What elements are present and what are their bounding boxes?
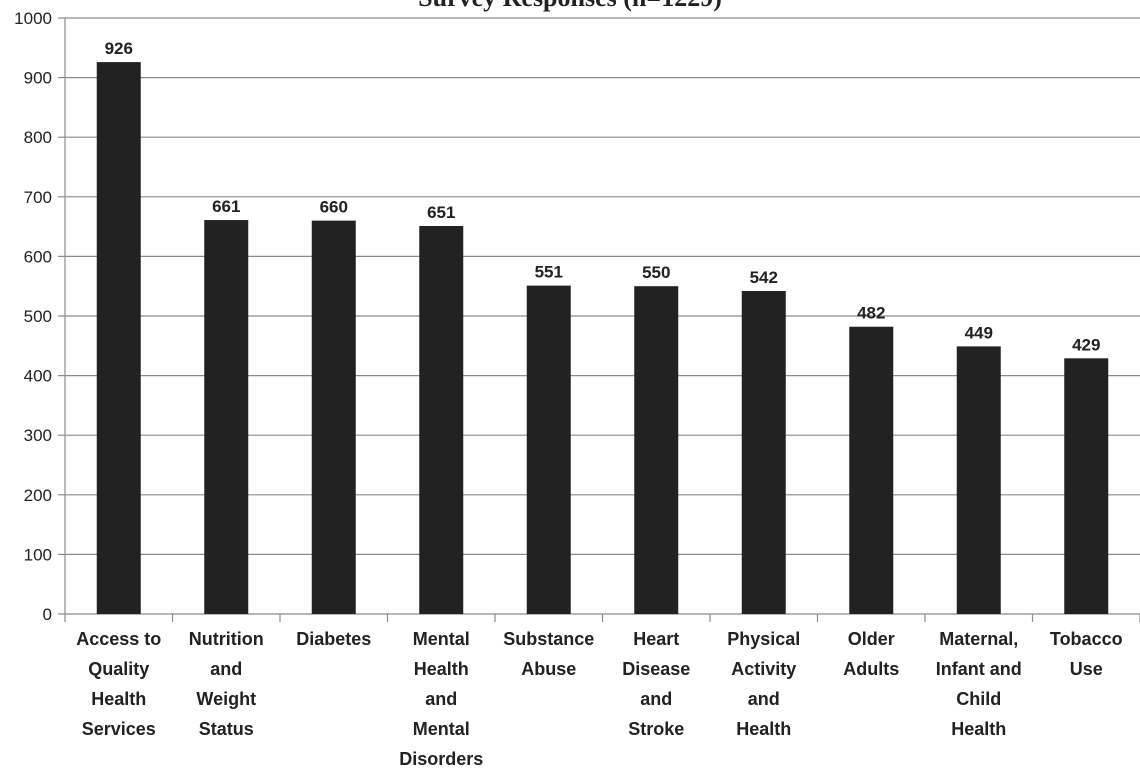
bar	[849, 327, 893, 614]
x-tick-label: Health	[414, 659, 469, 679]
data-label: 651	[427, 203, 455, 222]
y-tick-label: 1000	[14, 9, 52, 28]
bar	[97, 62, 141, 614]
y-tick-label: 0	[43, 605, 52, 624]
x-tick-label: Quality	[88, 659, 149, 679]
x-tick-label: Physical	[727, 629, 800, 649]
data-label: 926	[105, 39, 133, 58]
y-tick-label: 500	[24, 307, 52, 326]
x-tick-label: Abuse	[521, 659, 576, 679]
x-tick-label: Heart	[633, 629, 679, 649]
data-label: 550	[642, 263, 670, 282]
x-tick-label: Substance	[503, 629, 594, 649]
bar	[312, 221, 356, 614]
x-tick-label: Services	[82, 719, 156, 739]
y-tick-label: 200	[24, 486, 52, 505]
x-tick-label: Activity	[731, 659, 796, 679]
bar	[419, 226, 463, 614]
y-tick-label: 800	[24, 128, 52, 147]
x-tick-label: Access to	[76, 629, 161, 649]
bar	[957, 346, 1001, 614]
data-label: 660	[320, 198, 348, 217]
x-tick-label: and	[425, 689, 457, 709]
bar	[742, 291, 786, 614]
data-label: 449	[965, 323, 993, 342]
x-tick-label: Stroke	[628, 719, 684, 739]
bar	[1064, 358, 1108, 614]
y-tick-label: 900	[24, 69, 52, 88]
x-tick-label: Disease	[622, 659, 690, 679]
x-tick-label: Health	[91, 689, 146, 709]
bar	[204, 220, 248, 614]
bar	[527, 286, 571, 614]
x-tick-label: Mental	[413, 719, 470, 739]
x-tick-label: Status	[199, 719, 254, 739]
y-tick-label: 600	[24, 247, 52, 266]
x-tick-label: Use	[1070, 659, 1103, 679]
data-label: 429	[1072, 335, 1100, 354]
x-tick-label: Weight	[196, 689, 256, 709]
x-tick-label: Maternal,	[939, 629, 1018, 649]
data-label: 551	[535, 263, 563, 282]
y-tick-label: 100	[24, 545, 52, 564]
data-label: 542	[750, 268, 778, 287]
x-tick-label: Tobacco	[1050, 629, 1123, 649]
data-label: 661	[212, 197, 240, 216]
x-tick-label: Disorders	[399, 749, 483, 769]
x-tick-label: Diabetes	[296, 629, 371, 649]
x-tick-label: Health	[736, 719, 791, 739]
x-tick-label: Older	[848, 629, 895, 649]
x-tick-label: Mental	[413, 629, 470, 649]
x-tick-label: Child	[956, 689, 1001, 709]
y-tick-label: 700	[24, 188, 52, 207]
x-tick-label: and	[748, 689, 780, 709]
chart-title: Survey Responses (n=1229)	[418, 0, 722, 12]
y-tick-label: 300	[24, 426, 52, 445]
x-tick-label: Health	[951, 719, 1006, 739]
bar	[634, 286, 678, 614]
x-tick-label: and	[640, 689, 672, 709]
x-tick-label: Infant and	[936, 659, 1022, 679]
x-tick-label: Adults	[843, 659, 899, 679]
x-tick-label: and	[210, 659, 242, 679]
x-tick-label: Nutrition	[189, 629, 264, 649]
data-label: 482	[857, 304, 885, 323]
y-tick-label: 400	[24, 367, 52, 386]
